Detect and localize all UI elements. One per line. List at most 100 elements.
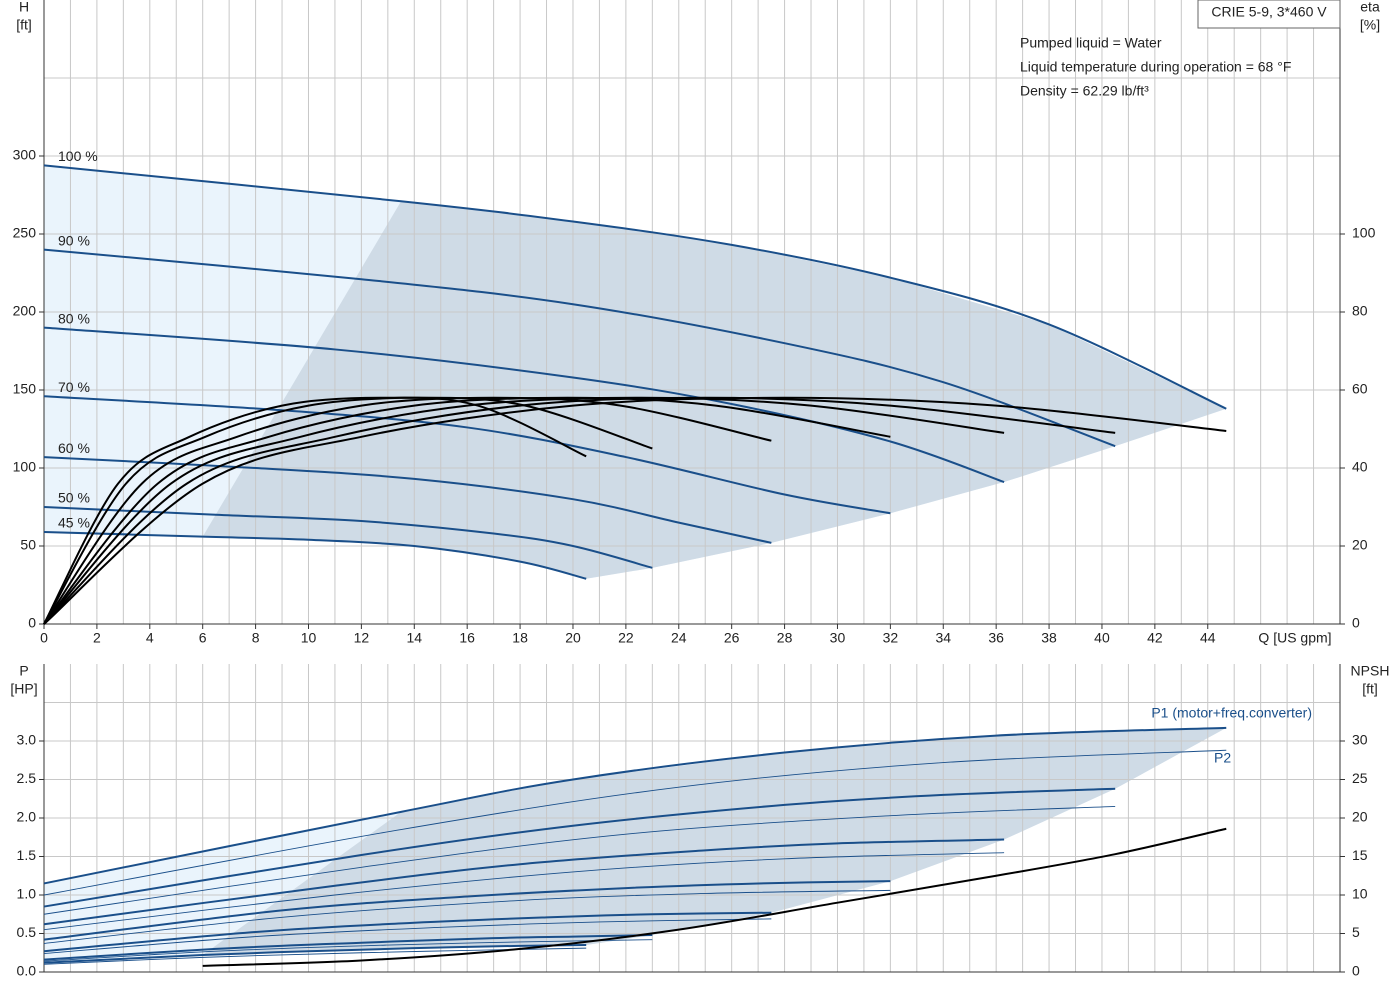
operating-area — [202, 727, 1227, 956]
curve-label: 100 % — [58, 148, 98, 164]
x-tick-label: 18 — [512, 630, 528, 646]
x-tick-label: 38 — [1041, 630, 1057, 646]
y2-tick-label: 0 — [1352, 615, 1360, 631]
curve-label: 90 % — [58, 232, 90, 248]
y-tick-label: 150 — [13, 381, 37, 397]
y2-tick-label: 20 — [1352, 537, 1368, 553]
x-tick-label: 24 — [671, 630, 687, 646]
annotation: P1 (motor+freq.converter) — [1151, 705, 1312, 721]
annotation: P2 — [1214, 750, 1231, 766]
y-axis-unit: [HP] — [10, 681, 37, 697]
x-tick-label: 20 — [565, 630, 581, 646]
x-tick-label: 30 — [830, 630, 846, 646]
x-tick-label: 16 — [459, 630, 475, 646]
curve — [43, 248, 1116, 448]
y-tick-label: 1.5 — [17, 847, 37, 863]
curve — [43, 889, 891, 944]
y2-tick-label: 30 — [1352, 732, 1368, 748]
x-tick-label: 28 — [777, 630, 793, 646]
curve-label: 60 % — [58, 440, 90, 456]
curve — [43, 749, 1227, 896]
x-tick-label: 12 — [354, 630, 370, 646]
curve — [43, 947, 587, 965]
model-box — [1197, 0, 1341, 29]
curve — [43, 396, 653, 625]
y-tick-label: 250 — [13, 225, 37, 241]
y2-axis-label: NPSH — [1351, 663, 1390, 679]
y-axis-unit: [ft] — [16, 17, 32, 33]
x-tick-label: 2 — [93, 630, 101, 646]
curve — [43, 838, 1005, 926]
curve — [43, 787, 1116, 908]
x-tick-label: 34 — [935, 630, 951, 646]
curve — [43, 934, 653, 961]
y-tick-label: 100 — [13, 459, 37, 475]
curve — [43, 806, 1116, 915]
x-axis-label: Q [US gpm] — [1258, 630, 1331, 646]
curve — [43, 326, 1005, 483]
y2-tick-label: 40 — [1352, 459, 1368, 475]
curve — [43, 164, 1227, 410]
info-text: Pumped liquid = Water — [1020, 35, 1162, 51]
curve — [43, 530, 587, 580]
y2-tick-label: 100 — [1352, 225, 1376, 241]
x-tick-label: 6 — [199, 630, 207, 646]
x-tick-label: 8 — [252, 630, 260, 646]
y-tick-label: 300 — [13, 147, 37, 163]
y-tick-label: 3.0 — [17, 732, 37, 748]
curve-label: 45 % — [58, 515, 90, 531]
y2-axis-unit: [ft] — [1362, 681, 1378, 697]
curve — [43, 880, 891, 941]
curve — [43, 396, 772, 625]
curve — [43, 944, 587, 964]
curve — [43, 852, 1005, 931]
y-tick-label: 200 — [13, 303, 37, 319]
y2-tick-label: 5 — [1352, 924, 1360, 940]
info-text: Density = 62.29 lb/ft³ — [1020, 83, 1149, 99]
curve-label: 80 % — [58, 310, 90, 326]
y2-axis-unit: [%] — [1360, 17, 1380, 33]
curve — [202, 827, 1227, 967]
x-tick-label: 42 — [1147, 630, 1163, 646]
curve — [43, 396, 587, 625]
x-tick-label: 10 — [301, 630, 317, 646]
y2-tick-label: 20 — [1352, 809, 1368, 825]
x-tick-label: 0 — [40, 630, 48, 646]
y-tick-label: 0 — [28, 615, 36, 631]
x-tick-label: 26 — [724, 630, 740, 646]
y2-tick-label: 60 — [1352, 381, 1368, 397]
curve — [43, 726, 1227, 885]
y2-tick-label: 10 — [1352, 886, 1368, 902]
curve — [43, 506, 653, 569]
y-tick-label: 0.0 — [17, 963, 37, 979]
y-axis-label: H — [19, 0, 29, 15]
x-tick-label: 4 — [146, 630, 154, 646]
y2-tick-label: 80 — [1352, 303, 1368, 319]
curve — [43, 911, 772, 953]
curve — [43, 396, 1005, 625]
x-tick-label: 36 — [988, 630, 1004, 646]
model-label: CRIE 5-9, 3*460 V — [1211, 4, 1327, 20]
curve — [43, 456, 772, 544]
curve-label: 50 % — [58, 490, 90, 506]
curve — [43, 396, 1227, 625]
x-tick-label: 32 — [883, 630, 899, 646]
y2-tick-label: 25 — [1352, 770, 1368, 786]
curve — [43, 395, 891, 515]
x-tick-label: 14 — [406, 630, 422, 646]
y2-tick-label: 15 — [1352, 847, 1368, 863]
curve-label: 70 % — [58, 379, 90, 395]
y-tick-label: 0.5 — [17, 924, 37, 940]
curve — [43, 939, 653, 962]
curve — [43, 396, 891, 625]
y-tick-label: 1.0 — [17, 886, 37, 902]
y-tick-label: 2.5 — [17, 770, 37, 786]
y2-axis-label: eta — [1360, 0, 1380, 15]
curve — [43, 918, 772, 954]
y-tick-label: 2.0 — [17, 809, 37, 825]
x-tick-label: 40 — [1094, 630, 1110, 646]
info-text: Liquid temperature during operation = 68… — [1020, 59, 1291, 75]
y2-tick-label: 0 — [1352, 963, 1360, 979]
curve — [43, 396, 1116, 625]
